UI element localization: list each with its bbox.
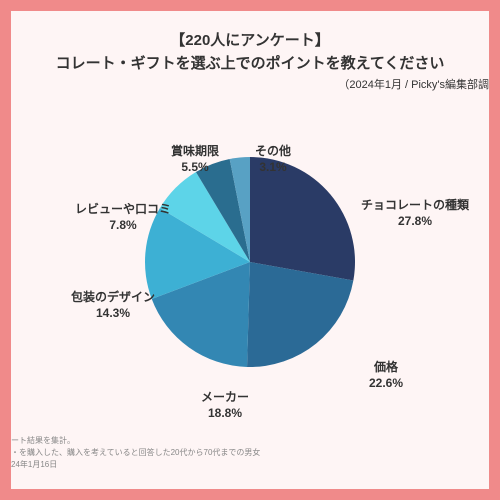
slice-label-text: レビューや口コミ bbox=[75, 202, 171, 216]
footer-line-2: ・を購入した、購入を考えていると回答した20代から70代までの男女 bbox=[11, 447, 260, 459]
slice-label-pct: 5.5% bbox=[171, 160, 219, 176]
footer-line-3: 24年1月16日 bbox=[11, 459, 260, 471]
card: 【220人にアンケート】 コレート・ギフトを選ぶ上でのポイントを教えてください … bbox=[11, 11, 489, 489]
slice-label-text: 価格 bbox=[374, 360, 398, 374]
title-line-1: 【220人にアンケート】 bbox=[11, 29, 489, 50]
outer-frame: 【220人にアンケート】 コレート・ギフトを選ぶ上でのポイントを教えてください … bbox=[0, 0, 500, 500]
slice-label: 賞味期限 5.5% bbox=[171, 144, 219, 175]
slice-label-pct: 27.8% bbox=[361, 214, 469, 230]
footer-notes: ート結果を集計。 ・を購入した、購入を考えていると回答した20代から70代までの… bbox=[11, 435, 260, 471]
slice-label: レビューや口コミ 7.8% bbox=[75, 202, 171, 233]
slice-label-pct: 14.3% bbox=[71, 306, 155, 322]
slice-label-pct: 3.1% bbox=[255, 160, 291, 176]
footer-line-1: ート結果を集計。 bbox=[11, 435, 260, 447]
slice-label-text: チョコレートの種類 bbox=[361, 198, 469, 212]
header: 【220人にアンケート】 コレート・ギフトを選ぶ上でのポイントを教えてください … bbox=[11, 11, 489, 92]
slice-label: メーカー 18.8% bbox=[201, 390, 249, 421]
slice-label-pct: 18.8% bbox=[201, 406, 249, 422]
slice-label-text: 賞味期限 bbox=[171, 144, 219, 158]
slice-label: チョコレートの種類 27.8% bbox=[361, 198, 469, 229]
slice-label-text: メーカー bbox=[201, 390, 249, 404]
slice-label-text: その他 bbox=[255, 144, 291, 158]
subtitle: （2024年1月 / Picky's編集部調 bbox=[11, 76, 489, 92]
pie-chart bbox=[11, 102, 489, 422]
slice-label: 包装のデザイン 14.3% bbox=[71, 290, 155, 321]
slice-label-text: 包装のデザイン bbox=[71, 290, 155, 304]
slice-label: 価格 22.6% bbox=[369, 360, 403, 391]
slice-label-pct: 7.8% bbox=[75, 218, 171, 234]
pie-slice bbox=[247, 262, 353, 367]
pie-chart-area: チョコレートの種類 27.8% 価格 22.6% メーカー 18.8% 包装のデザイン 14.… bbox=[11, 102, 489, 422]
slice-label-pct: 22.6% bbox=[369, 376, 403, 392]
pie-slice bbox=[250, 157, 355, 281]
title-line-2: コレート・ギフトを選ぶ上でのポイントを教えてください bbox=[11, 52, 489, 73]
slice-label: その他 3.1% bbox=[255, 144, 291, 175]
